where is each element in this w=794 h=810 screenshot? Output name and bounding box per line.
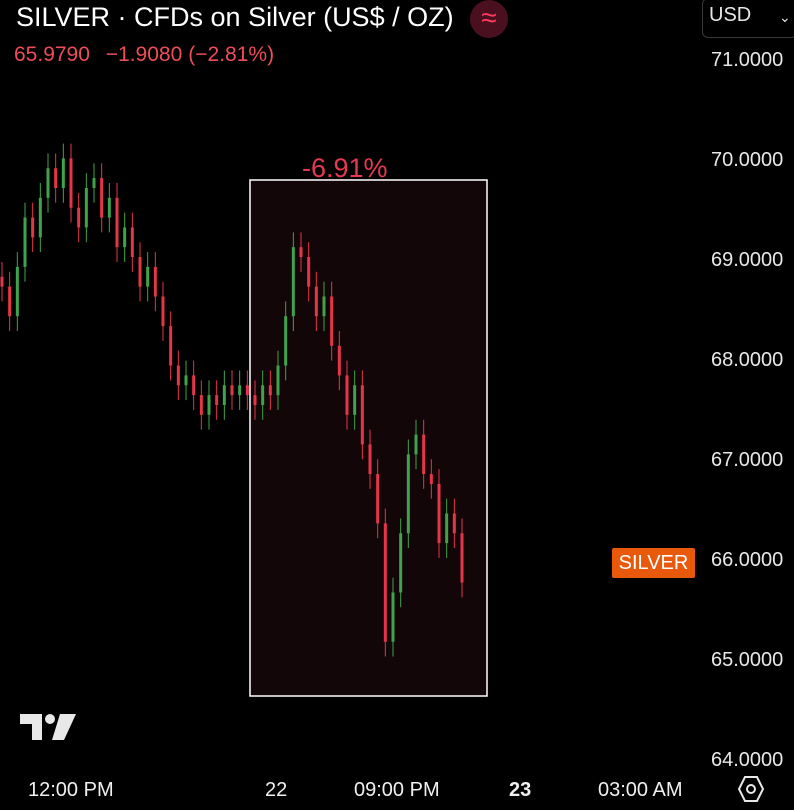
candle-body [192, 375, 196, 396]
time-axis-label: 22 [265, 779, 288, 801]
candle-body [322, 296, 326, 317]
candle-body [299, 247, 303, 258]
candle-body [345, 375, 349, 415]
candle-body [399, 533, 403, 593]
candle-body [146, 266, 150, 287]
candle-body [92, 178, 96, 188]
candle-body [176, 365, 180, 386]
measure-range-box[interactable] [249, 179, 488, 697]
candle-body [77, 207, 81, 228]
candle-body [307, 257, 311, 287]
candle-body [0, 276, 4, 287]
price-axis-label: 68.0000 [711, 349, 784, 371]
price-axis-label: 69.0000 [711, 249, 784, 271]
candle-body [284, 316, 288, 366]
candle-body [107, 197, 111, 218]
candle-body [245, 385, 249, 396]
candle-body [115, 197, 119, 248]
candle-body [337, 345, 341, 376]
tradingview-logo[interactable] [20, 712, 78, 747]
candle-body [215, 395, 219, 405]
candle-body [268, 385, 272, 396]
candle-body [54, 168, 58, 188]
candle-body [383, 523, 387, 642]
candle-body [414, 434, 418, 455]
symbol-header: SILVER · CFDs on Silver (US$ / OZ) ≈ 65.… [0, 0, 700, 80]
currency-label: USD [709, 4, 752, 26]
candle-body [429, 474, 433, 484]
currency-select[interactable]: USD ⌄ [702, 0, 794, 38]
time-axis-label: 23 [509, 779, 532, 801]
price-change: −1.9080 [105, 43, 183, 66]
candle-body [406, 454, 410, 534]
candle-body [261, 385, 265, 405]
candle-body [253, 395, 257, 405]
candle-body [353, 385, 357, 415]
candle-body [138, 257, 142, 287]
candle-body [31, 217, 35, 238]
candle-body [100, 178, 104, 218]
candle-body [46, 168, 50, 198]
candle-body [153, 266, 157, 297]
candle-body [360, 385, 364, 445]
chart-settings-icon[interactable] [736, 774, 766, 804]
chevron-down-icon: ⌄ [779, 9, 791, 25]
candle-body [391, 592, 395, 642]
price-axis-label: 67.0000 [711, 449, 784, 471]
candle-body [69, 158, 73, 208]
candles-group [0, 143, 464, 657]
candle-body [8, 286, 12, 317]
candle-body [314, 286, 318, 317]
price-info: 65.9790 −1.9080 (−2.81%) [14, 43, 284, 67]
candle-body [330, 296, 334, 346]
candle-body [38, 197, 42, 238]
candle-body [23, 217, 27, 267]
candle-body [452, 513, 456, 534]
candle-body [61, 158, 65, 188]
time-axis-label: 03:00 AM [598, 779, 683, 801]
candle-body [422, 434, 426, 475]
candle-body [368, 444, 372, 475]
time-axis-label: 09:00 PM [354, 779, 440, 801]
price-axis-label: 64.0000 [711, 749, 784, 767]
price-change-pct: (−2.81%) [188, 43, 275, 66]
candle-body [207, 395, 211, 415]
time-axis-label: 12:00 PM [28, 779, 114, 801]
candle-body [230, 385, 234, 396]
candle-body [161, 296, 165, 327]
candle-body [15, 266, 19, 317]
price-tag: SILVER [612, 548, 695, 578]
candle-body [123, 227, 127, 248]
candle-body [238, 385, 242, 396]
candle-body [437, 483, 441, 544]
price-axis-label: 65.0000 [711, 649, 784, 671]
symbol-title[interactable]: SILVER · CFDs on Silver (US$ / OZ) [16, 2, 454, 32]
candle-body [169, 326, 173, 366]
candle-body [222, 385, 226, 405]
price-axis-label: 71.0000 [711, 49, 784, 71]
candle-body [291, 247, 295, 317]
candle-body [130, 227, 134, 258]
last-price: 65.9790 [14, 43, 90, 66]
wave-icon[interactable]: ≈ [470, 0, 508, 38]
measure-percent: -6.91% [302, 153, 388, 183]
candle-body [184, 375, 188, 386]
candle-body [460, 533, 464, 583]
candle-body [376, 474, 380, 524]
price-axis-label: 70.0000 [711, 149, 784, 171]
candle-body [445, 513, 449, 544]
candle-body [199, 395, 203, 415]
price-axis-label: 66.0000 [711, 549, 784, 571]
candle-body [276, 365, 280, 396]
candle-body [84, 187, 88, 228]
